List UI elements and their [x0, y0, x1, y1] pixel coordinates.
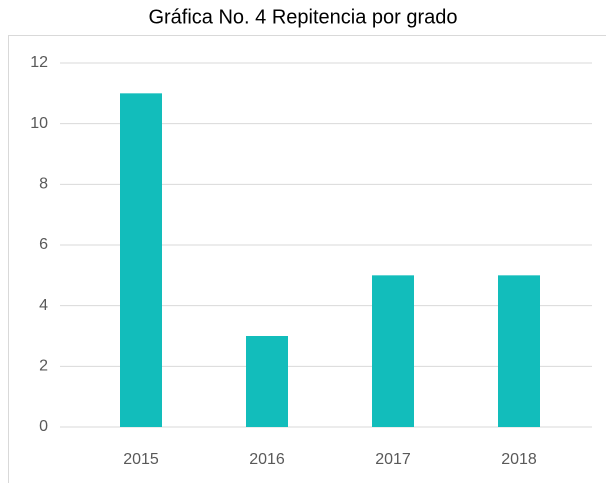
- bar: [372, 275, 414, 427]
- y-tick-label: 10: [30, 115, 48, 132]
- bar: [120, 93, 162, 427]
- bar: [498, 275, 540, 427]
- y-tick-label: 4: [39, 297, 48, 314]
- y-tick-label: 12: [30, 54, 48, 71]
- chart-frame: [8, 35, 606, 483]
- x-tick-label: 2015: [123, 451, 159, 468]
- y-tick-label: 2: [39, 358, 48, 375]
- x-tick-label: 2016: [249, 451, 285, 468]
- x-tick-label: 2018: [501, 451, 537, 468]
- x-tick-label: 2017: [375, 451, 411, 468]
- bar: [246, 336, 288, 427]
- y-tick-label: 0: [39, 418, 48, 435]
- y-tick-label: 8: [39, 176, 48, 193]
- y-tick-label: 6: [39, 236, 48, 253]
- chart-title: Gráfica No. 4 Repitencia por grado: [148, 6, 457, 28]
